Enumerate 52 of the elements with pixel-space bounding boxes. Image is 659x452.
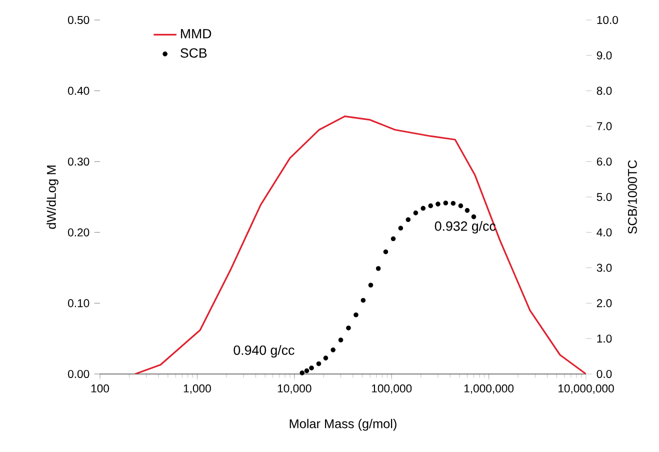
annotation: 0.940 g/cc <box>234 345 294 358</box>
point <box>458 203 464 208</box>
point <box>390 236 396 242</box>
y2-tick-label: 6.0 <box>596 158 612 166</box>
point <box>443 200 448 206</box>
point <box>316 361 322 366</box>
x-tick-label: 100,000 <box>372 384 412 394</box>
point <box>464 208 470 213</box>
point <box>383 249 388 254</box>
y2-tick-label: 10.0 <box>597 16 618 24</box>
y2-tick-label: 7.0 <box>596 122 612 130</box>
legend-label: SCB <box>180 48 207 58</box>
point <box>330 348 336 352</box>
x-axis-title: Molar Mass (g/mol) <box>290 418 396 431</box>
point <box>376 266 381 271</box>
point <box>413 210 418 216</box>
y-tick-label: 0.20 <box>68 228 90 236</box>
point <box>368 282 374 288</box>
point <box>346 326 351 330</box>
point <box>420 206 426 211</box>
y-tick-label: 0.00 <box>68 370 90 378</box>
y-tick-label: 0.50 <box>68 16 90 24</box>
y-tick-label: 0.30 <box>68 158 90 166</box>
y2-tick-label: 2.0 <box>596 299 612 308</box>
y2-axis-title: SCB/1000TC <box>628 160 637 234</box>
point <box>309 366 314 370</box>
y2-tick-label: 1.0 <box>597 334 612 343</box>
y-tick-label: 0.10 <box>68 299 90 308</box>
x-tick-label: 100 <box>91 384 110 392</box>
y2-tick-label: 9.0 <box>596 51 612 60</box>
x-tick-label: 10,000 <box>278 384 312 394</box>
x-tick-label: 1,000,000 <box>464 384 514 394</box>
point <box>323 356 328 360</box>
x-tick-label: 10,000,000 <box>558 384 614 394</box>
point <box>406 217 411 222</box>
point <box>428 203 434 208</box>
y2-tick-label: 5.0 <box>596 192 612 201</box>
point <box>360 298 366 303</box>
x-tick-label: 1,000 <box>184 384 211 394</box>
point <box>354 312 358 318</box>
point <box>398 226 404 231</box>
y2-tick-label: 3.0 <box>596 264 612 272</box>
point <box>338 338 344 342</box>
point <box>450 200 456 206</box>
y-axis-title: dW/dLog M <box>46 166 58 229</box>
legend-label: MMD <box>180 29 212 38</box>
y2-tick-label: 0.0 <box>596 370 612 378</box>
y2-tick-label: 4.0 <box>596 228 612 236</box>
y2-tick-label: 8.0 <box>596 86 612 95</box>
point <box>436 202 440 206</box>
y-tick-label: 0.40 <box>68 86 90 95</box>
annotation: 0.932 g/cc <box>434 221 496 234</box>
